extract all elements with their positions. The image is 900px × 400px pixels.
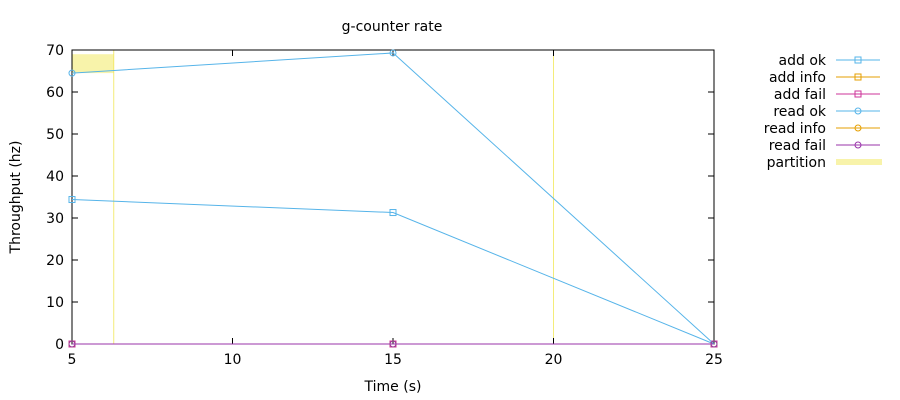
x-tick-label-0: 5 [68,352,77,368]
legend-marker-add-info [854,73,862,81]
y-tick-label-2: 20 [46,253,64,269]
legend-marker-add-fail [854,90,862,98]
x-tick-label-4: 25 [705,352,723,368]
y-tick-label-6: 60 [46,85,64,101]
legend-label-read-fail: read fail [769,138,826,154]
y-axis-label: Throughput (hz) [8,141,24,255]
series-point-read-fail-0 [68,340,76,348]
legend-label-read-info: read info [764,121,826,137]
y-tick-label-5: 50 [46,127,64,143]
series-line-add-ok [71,199,715,345]
x-tick-label-2: 15 [384,352,402,368]
y-tick-label-1: 10 [46,295,64,311]
x-tick-label-1: 10 [224,352,242,368]
legend-label-add-info: add info [769,70,826,86]
legend-label-add-fail: add fail [774,87,826,103]
legend-swatch-partition [836,159,882,165]
y-tick-label-4: 40 [46,169,64,185]
legend-marker-add-ok [854,56,862,64]
plot-frame [71,49,715,345]
x-tick-label-3: 20 [545,352,563,368]
x-axis-label: Time (s) [364,379,422,395]
series-point-read-fail-1 [389,340,397,348]
series-point-read-ok-0 [68,69,76,77]
legend-marker-read-ok [854,107,862,115]
legend-label-partition: partition [767,155,826,171]
legend-label-read-ok: read ok [773,104,827,120]
y-tick-label-7: 70 [46,43,64,59]
plot-area: 5 10 15 20 25 0 10 20 30 40 50 60 70 [46,43,723,368]
legend-label-add-ok: add ok [779,53,827,69]
series-point-add-ok-0 [68,196,76,204]
legend-marker-read-fail [854,141,862,149]
chart-title: g-counter rate [342,19,443,35]
series-point-add-ok-1 [389,209,397,217]
legend-marker-read-info [854,124,862,132]
series-point-read-fail-2 [710,340,718,348]
series-line-read-ok [71,52,715,345]
series-point-read-ok-1 [389,49,397,57]
y-tick-label-3: 30 [46,211,64,227]
partition-band [72,54,114,74]
y-tick-label-0: 0 [55,337,64,353]
